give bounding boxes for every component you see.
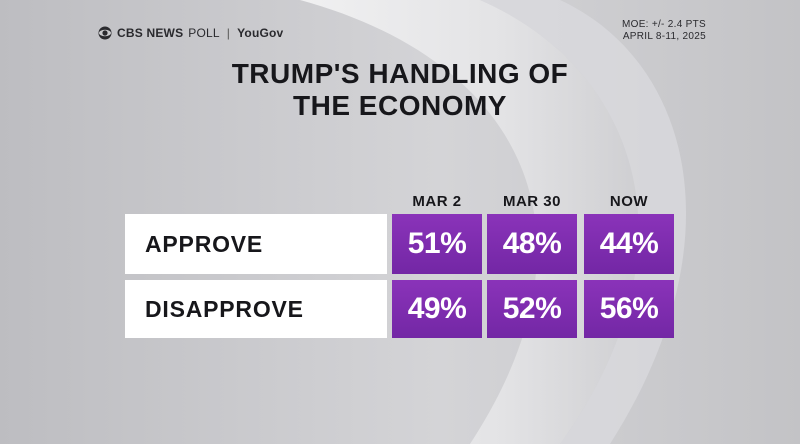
- row-label-disapprove: DISAPPROVE: [125, 280, 387, 338]
- moe-text: MOE: +/- 2.4 PTS: [622, 19, 706, 30]
- title-line-1: TRUMP'S HANDLING OF: [231, 58, 569, 89]
- cell-disapprove-mar-30: 52%: [487, 280, 577, 338]
- column-header-mar-2: MAR 2: [412, 193, 462, 210]
- column-header-now: NOW: [609, 193, 649, 210]
- row-label-approve: APPROVE: [125, 214, 387, 274]
- title-line-2: THE ECONOMY: [293, 90, 507, 121]
- cell-approve-mar-30: 48%: [487, 214, 577, 274]
- brand-partner: YouGov: [237, 26, 284, 40]
- poll-meta: MOE: +/- 2.4 PTS APRIL 8-11, 2025: [622, 19, 706, 43]
- brand-separator: |: [226, 26, 231, 40]
- brand-line: CBS NEWS POLL | YouGov: [98, 26, 283, 40]
- column-header-mar-30: MAR 30: [502, 193, 561, 210]
- chart-title: TRUMP'S HANDLING OF THE ECONOMY: [150, 58, 650, 122]
- cell-approve-mar-2: 51%: [392, 214, 482, 274]
- brand-network: CBS NEWS: [117, 26, 184, 40]
- cbs-eye-logo: [98, 26, 112, 40]
- cell-disapprove-now: 56%: [584, 280, 674, 338]
- cell-disapprove-mar-2: 49%: [392, 280, 482, 338]
- brand-poll: POLL: [188, 26, 220, 40]
- cell-approve-now: 44%: [584, 214, 674, 274]
- poll-dates: APRIL 8-11, 2025: [622, 31, 706, 42]
